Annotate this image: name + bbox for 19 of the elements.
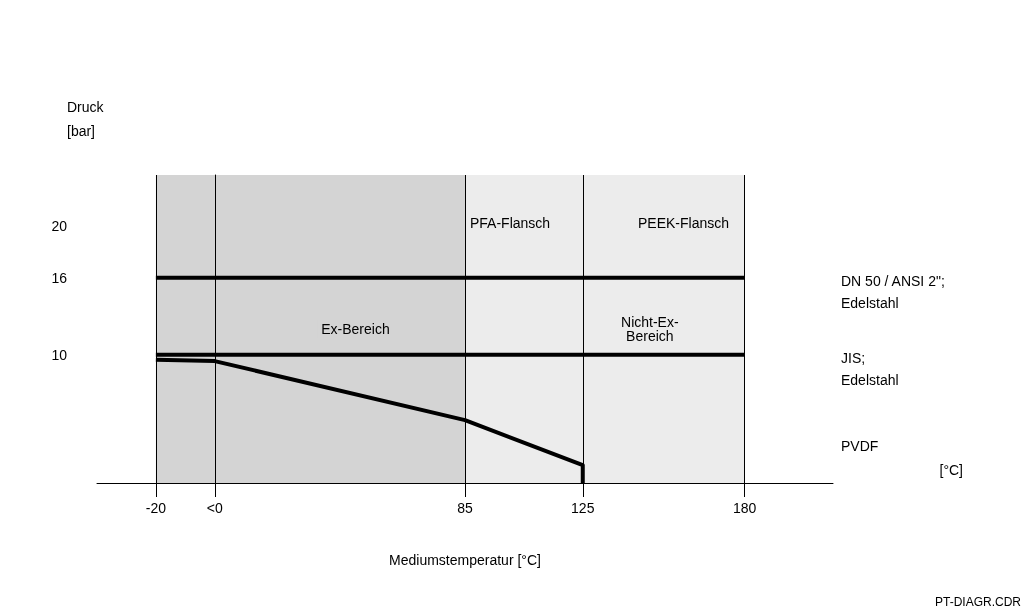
y-tick-label: 16 bbox=[51, 269, 68, 286]
band-label: Nicht-Ex- Bereich bbox=[621, 314, 679, 344]
y-tick-label: 10 bbox=[51, 346, 68, 363]
x-tick-label: <0 bbox=[206, 500, 223, 516]
text: PVDF bbox=[841, 438, 879, 454]
annotation: PEEK-Flansch bbox=[638, 215, 730, 231]
y-axis-title: Druck [bar] bbox=[67, 99, 105, 139]
text: DN 50 / ANSI 2"; Edelstahl bbox=[841, 272, 945, 311]
y-tick-label: 20 bbox=[51, 218, 68, 235]
x-tick-label: -20 bbox=[145, 500, 167, 516]
band-label: Ex-Bereich bbox=[321, 321, 390, 337]
annotation: PFA-Flansch bbox=[470, 215, 551, 231]
x-axis-title: Mediumstemperatur [°C] bbox=[389, 552, 541, 568]
x-tick-label: 85 bbox=[457, 500, 473, 516]
text: JIS; Edelstahl bbox=[841, 349, 899, 388]
text: [°C] bbox=[939, 462, 964, 478]
x-tick-label: 180 bbox=[733, 500, 757, 516]
text: PT-DIAGR.CDR bbox=[935, 595, 1022, 609]
x-tick-label: 125 bbox=[571, 500, 595, 516]
